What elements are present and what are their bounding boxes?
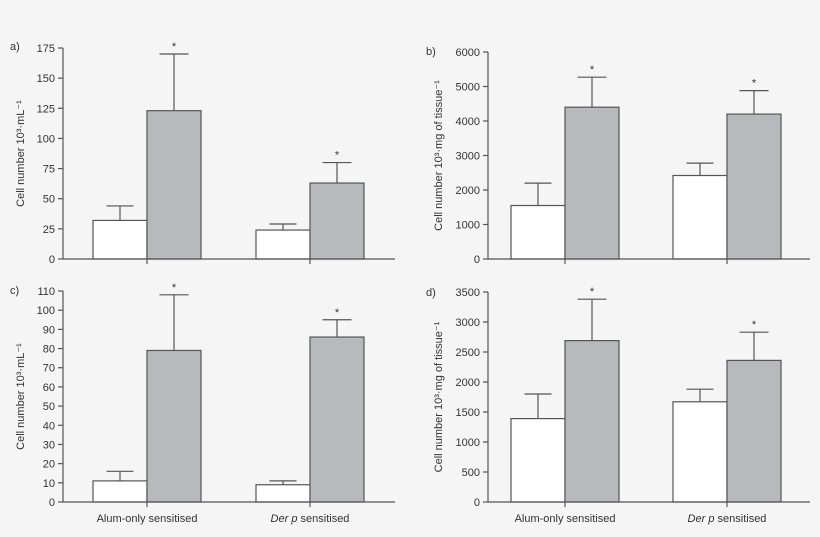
y-tick-label: 30	[43, 439, 55, 451]
y-tick-label: 4000	[456, 116, 480, 128]
bar	[92, 480, 148, 503]
y-tick-label: 3000	[456, 151, 480, 163]
chart-panel-b: b) Cell number 10³·mg of tissue⁻¹ * * 0 1000 2…	[426, 46, 810, 266]
y-tick-label: 60	[43, 382, 55, 394]
y-tick-label: 25	[43, 224, 55, 236]
bar	[255, 484, 311, 503]
x-tick-label: Alum-only sensitised	[515, 513, 616, 525]
bar	[564, 106, 620, 260]
y-tick-label: 6000	[456, 47, 480, 59]
y-tick-label: 100	[37, 305, 55, 317]
bar	[726, 113, 782, 260]
y-tick-label: 50	[43, 401, 55, 413]
bar	[309, 182, 365, 260]
panel-label: b)	[426, 46, 436, 58]
y-tick-label: 2000	[456, 185, 480, 197]
y-tick-label: 175	[37, 43, 55, 55]
y-tick-label: 3000	[456, 317, 480, 329]
bar	[146, 349, 202, 503]
y-tick-label: 2000	[456, 377, 480, 389]
significance-marker: *	[172, 282, 177, 294]
y-axis-label: Cell number 10³·mg of tissue⁻¹	[433, 80, 445, 231]
y-tick-label: 50	[43, 194, 55, 206]
bar	[726, 359, 782, 503]
y-tick-label: 1500	[456, 407, 480, 419]
y-tick-label: 125	[37, 103, 55, 115]
y-tick-label: 3500	[456, 287, 480, 299]
chart-panel-d: d) Cell number 10³·mg of tissue⁻¹ * * 0 500 10…	[426, 286, 810, 525]
y-tick-label: 500	[462, 467, 480, 479]
y-tick-label: 75	[43, 164, 55, 176]
bar	[672, 174, 728, 260]
y-axis-label: Cell number 10³·mg of tissue⁻¹	[433, 321, 445, 472]
significance-marker: *	[752, 319, 757, 331]
y-tick-label: 2500	[456, 347, 480, 359]
y-tick-label: 110	[37, 286, 55, 298]
y-tick-label: 70	[43, 363, 55, 375]
y-tick-label: 80	[43, 344, 55, 356]
y-tick-label: 0	[49, 497, 55, 509]
y-tick-label: 1000	[456, 220, 480, 232]
y-tick-label: 150	[37, 73, 55, 85]
x-tick-label: Alum-only sensitised	[97, 513, 198, 525]
significance-marker: *	[172, 41, 177, 53]
y-tick-label: 0	[474, 254, 480, 266]
x-tick-label: Der p sensitised	[271, 513, 350, 525]
bar	[92, 219, 148, 260]
y-tick-label: 5000	[456, 82, 480, 94]
significance-marker: *	[752, 78, 757, 90]
bar	[672, 401, 728, 503]
significance-marker: *	[335, 307, 340, 319]
y-axis-label: Cell number 10³·mL⁻¹	[15, 100, 27, 207]
significance-marker: *	[590, 64, 595, 76]
significance-marker: *	[335, 150, 340, 162]
y-tick-label: 40	[43, 420, 55, 432]
significance-marker: *	[590, 286, 595, 298]
bar	[309, 336, 365, 503]
y-tick-label: 90	[43, 324, 55, 336]
y-tick-label: 20	[43, 459, 55, 471]
y-tick-label: 100	[37, 133, 55, 145]
bar	[564, 340, 620, 503]
y-tick-label: 0	[474, 497, 480, 509]
y-axis-label: Cell number 10³·mL⁻¹	[15, 343, 27, 450]
y-tick-label: 10	[43, 478, 55, 490]
chart-panel-c: c) Cell number 10³·mL⁻¹ * * 0 10 20 30 40 50 60 70 8…	[10, 282, 395, 525]
x-tick-label: Der p sensitised	[688, 513, 767, 525]
bar	[510, 418, 566, 503]
y-tick-label: 0	[49, 254, 55, 266]
panel-label: c)	[10, 285, 19, 297]
panel-label: a)	[10, 41, 20, 53]
bar	[255, 229, 311, 260]
bar	[510, 204, 566, 260]
bar	[146, 110, 202, 260]
panel-label: d)	[426, 287, 436, 299]
chart-panel-a: a) Cell number 10³·mL⁻¹ * * 0 25 50 75 100 125 150…	[10, 41, 395, 266]
y-tick-label: 1000	[456, 437, 480, 449]
